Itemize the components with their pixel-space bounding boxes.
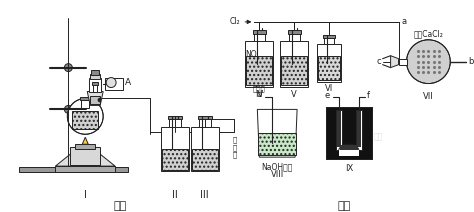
- Text: a: a: [401, 17, 407, 26]
- Polygon shape: [82, 137, 88, 144]
- Bar: [75, 144, 95, 149]
- Bar: [91, 70, 99, 75]
- Text: II: II: [172, 190, 178, 200]
- Text: VIII: VIII: [271, 170, 284, 179]
- Bar: [191, 149, 218, 170]
- Bar: [324, 37, 334, 44]
- Text: 冰盐: 冰盐: [374, 133, 383, 142]
- Bar: [90, 96, 100, 105]
- Bar: [337, 111, 341, 147]
- Text: IX: IX: [345, 164, 353, 173]
- Circle shape: [407, 40, 450, 84]
- Text: Cl₂: Cl₂: [230, 17, 240, 26]
- Text: 浓硫酸: 浓硫酸: [253, 85, 266, 92]
- Bar: [168, 116, 182, 119]
- Text: VI: VI: [325, 84, 333, 93]
- Bar: [162, 149, 188, 170]
- Bar: [93, 84, 97, 92]
- Bar: [326, 107, 372, 159]
- Text: c: c: [376, 57, 381, 66]
- Text: A: A: [125, 78, 131, 87]
- Text: 无水CaCl₂: 无水CaCl₂: [413, 29, 443, 38]
- Bar: [253, 30, 266, 34]
- Bar: [55, 166, 115, 172]
- Text: VII: VII: [423, 92, 434, 100]
- Text: b: b: [468, 57, 474, 66]
- Text: NaOH溶液: NaOH溶液: [262, 162, 293, 171]
- Polygon shape: [87, 92, 103, 105]
- Bar: [340, 145, 358, 150]
- Bar: [80, 98, 90, 100]
- Circle shape: [106, 78, 116, 88]
- Bar: [323, 35, 335, 38]
- Bar: [258, 133, 296, 155]
- Bar: [191, 127, 219, 171]
- Polygon shape: [391, 56, 399, 68]
- Bar: [339, 150, 359, 156]
- Text: NO: NO: [246, 50, 257, 59]
- Bar: [73, 111, 98, 129]
- Bar: [255, 33, 265, 41]
- Polygon shape: [257, 109, 297, 157]
- Text: III: III: [201, 190, 209, 200]
- Bar: [318, 56, 340, 80]
- Bar: [82, 98, 89, 108]
- Text: V: V: [291, 90, 297, 99]
- Bar: [161, 127, 189, 171]
- Bar: [90, 74, 100, 79]
- Bar: [289, 33, 300, 41]
- Bar: [18, 167, 128, 172]
- Text: f: f: [367, 91, 370, 100]
- Text: e: e: [325, 91, 330, 100]
- Polygon shape: [55, 142, 115, 166]
- Bar: [357, 111, 361, 147]
- Circle shape: [67, 98, 103, 134]
- Bar: [336, 110, 342, 150]
- Bar: [326, 107, 372, 159]
- Text: 浓
硫
酸: 浓 硫 酸: [232, 136, 237, 158]
- Circle shape: [64, 105, 73, 113]
- Text: 图甲: 图甲: [113, 201, 127, 211]
- Text: I: I: [84, 190, 87, 200]
- Bar: [246, 41, 273, 86]
- Bar: [280, 41, 308, 86]
- Bar: [199, 119, 210, 127]
- Bar: [105, 78, 123, 89]
- Text: d: d: [257, 90, 262, 99]
- Bar: [281, 56, 307, 85]
- Circle shape: [64, 64, 73, 72]
- Text: IV: IV: [255, 90, 264, 99]
- Bar: [246, 56, 272, 85]
- Bar: [317, 44, 341, 82]
- Bar: [198, 116, 211, 119]
- Text: 图乙: 图乙: [337, 201, 350, 211]
- Bar: [89, 78, 101, 92]
- Bar: [356, 110, 362, 150]
- Bar: [169, 119, 181, 127]
- Bar: [70, 147, 100, 165]
- Bar: [288, 30, 301, 34]
- Bar: [92, 82, 98, 85]
- Bar: [399, 59, 407, 65]
